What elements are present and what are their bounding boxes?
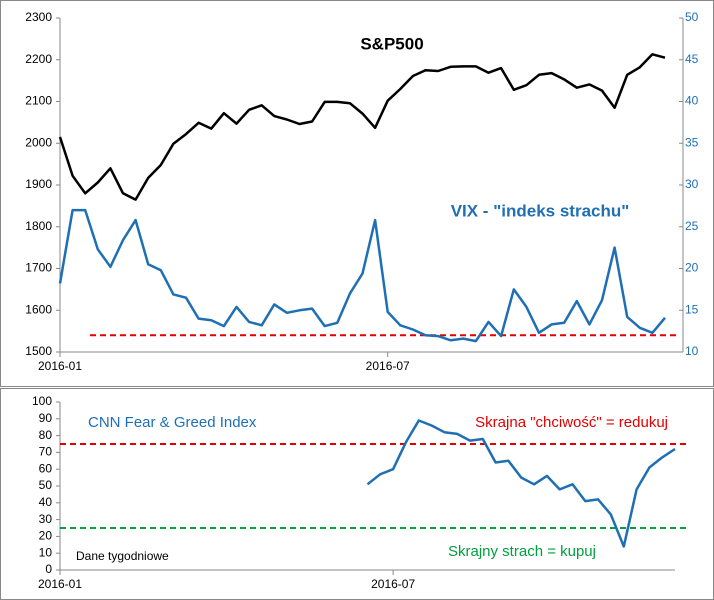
y-tick-label: 2000 (25, 135, 52, 149)
y-tick-label: 1800 (25, 219, 52, 233)
y2-tick-label: 45 (685, 52, 699, 66)
y-tick-label: 100 (32, 394, 52, 408)
y-tick-label: 40 (39, 495, 53, 509)
y2-tick-label: 10 (685, 344, 699, 358)
y2-tick-label: 30 (685, 177, 699, 191)
y2-tick-label: 20 (685, 261, 699, 275)
y-tick-label: 1900 (25, 177, 52, 191)
y-tick-label: 80 (39, 428, 53, 442)
reference-label: Skrajny strach = kupuj (448, 543, 596, 560)
chart-title: CNN Fear & Greed Index (88, 414, 257, 431)
reference-label: Skrajna "chciwość" = redukuj (475, 414, 668, 431)
y-tick-label: 0 (45, 562, 52, 576)
note: Dane tygodniowe (76, 549, 169, 563)
x-tick-label: 2016-01 (38, 359, 82, 373)
x-tick-label: 2016-01 (38, 577, 82, 591)
x-tick-label: 2016-07 (366, 359, 410, 373)
panel-border (0, 0, 714, 387)
y-tick-label: 10 (39, 545, 53, 559)
y-tick-label: 70 (39, 445, 53, 459)
series-line (366, 419, 676, 548)
y-tick-label: 1600 (25, 302, 52, 316)
chart-title: S&P500 (360, 34, 423, 53)
y-tick-label: 2300 (25, 10, 52, 24)
y-tick-label: 20 (39, 529, 53, 543)
y2-tick-label: 25 (685, 219, 699, 233)
y2-tick-label: 15 (685, 302, 699, 316)
y-tick-label: 30 (39, 512, 53, 526)
y-tick-label: 60 (39, 461, 53, 475)
y-tick-label: 1700 (25, 261, 52, 275)
y-tick-label: 1500 (25, 344, 52, 358)
annotation: VIX - "indeks strachu" (451, 201, 630, 220)
y-tick-label: 2200 (25, 52, 52, 66)
y2-tick-label: 40 (685, 94, 699, 108)
y2-tick-label: 35 (685, 135, 699, 149)
y-tick-label: 50 (39, 478, 53, 492)
y-tick-label: 90 (39, 411, 53, 425)
series-line (58, 208, 666, 343)
x-tick-label: 2016-07 (371, 577, 415, 591)
y2-tick-label: 50 (685, 10, 699, 24)
y-tick-label: 2100 (25, 94, 52, 108)
series-line (58, 53, 666, 201)
